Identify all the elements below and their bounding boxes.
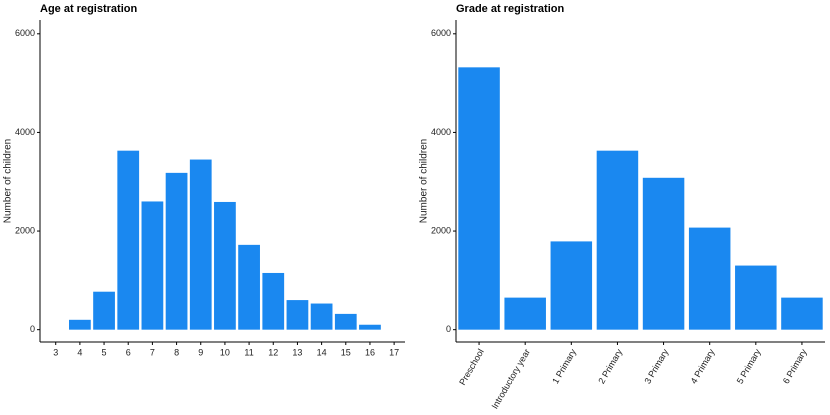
bar [735,265,777,330]
x-tick-label: 5 Primary [735,347,763,386]
bar [238,244,260,330]
x-tick-label: 4 Primary [689,347,717,386]
bar [262,272,285,330]
x-tick-label: Preschool [457,347,486,387]
y-tick-label: 4000 [15,127,35,137]
x-tick-label: 13 [292,347,302,357]
bar [359,324,381,330]
bar [688,227,731,330]
x-tick-label: 9 [198,347,203,357]
bar [504,297,546,330]
bar [310,303,333,330]
y-tick-label: 4000 [431,127,451,137]
x-tick-label: 12 [268,347,278,357]
y-tick-label: 6000 [15,28,35,38]
x-tick-label: 16 [365,347,375,357]
bar [69,319,91,330]
bar [93,291,115,330]
bar [596,150,639,330]
chart-title: Grade at registration [456,3,564,15]
bar [458,67,500,330]
x-tick-label: 6 Primary [781,347,809,386]
y-axis-label: Number of children [3,139,14,223]
y-tick-label: 2000 [431,225,451,235]
y-tick-label: 6000 [431,28,451,38]
bar [141,201,164,330]
bar [781,297,823,330]
x-tick-label: 6 [126,347,131,357]
y-tick-label: 0 [446,324,451,334]
bar [117,150,140,330]
x-tick-label: 3 [53,347,58,357]
bar [189,159,212,330]
x-tick-label: 11 [244,347,253,357]
x-tick-label: 15 [341,347,351,357]
x-tick-label: Introductory year [490,347,532,410]
y-tick-label: 2000 [15,225,35,235]
bar [334,313,357,330]
x-tick-label: 4 [77,347,82,357]
x-tick-label: 5 [102,347,107,357]
chart-title: Age at registration [40,3,137,15]
y-axis-label: Number of children [419,139,430,223]
bar [550,241,593,330]
x-tick-label: 14 [317,347,327,357]
bar [642,177,685,330]
x-tick-label: 1 Primary [550,347,578,386]
bar [214,201,236,330]
x-tick-label: 7 [150,347,155,357]
bar [165,172,188,330]
bar [286,300,309,330]
x-tick-label: 10 [220,347,230,357]
x-tick-label: 8 [174,347,179,357]
x-tick-label: 2 Primary [596,347,624,386]
y-tick-label: 0 [30,324,35,334]
x-tick-label: 3 Primary [642,347,670,386]
x-tick-label: 17 [389,347,399,357]
